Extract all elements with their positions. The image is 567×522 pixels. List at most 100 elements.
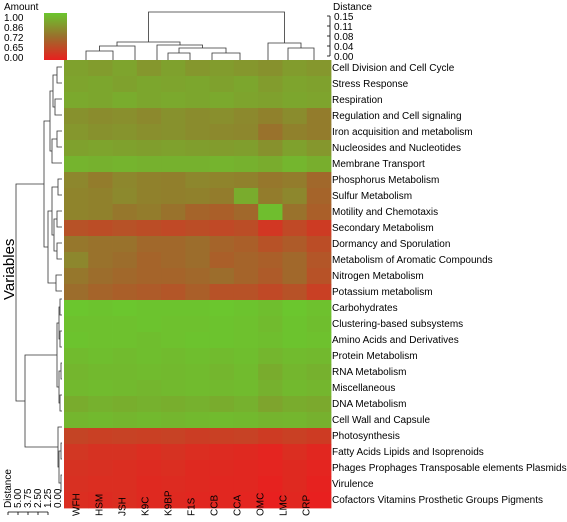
heatmap-cell: [136, 412, 162, 429]
heatmap-cell: [185, 236, 211, 253]
heatmap-cell: [258, 316, 283, 333]
heatmap-cell: [88, 188, 113, 205]
heatmap-cell: [185, 204, 211, 221]
heatmap-cell: [161, 156, 186, 173]
heatmap-cell: [64, 188, 89, 205]
heatmap-cell: [258, 76, 283, 93]
heatmap-cell: [233, 332, 259, 349]
heatmap-cell: [306, 380, 332, 397]
heatmap-cell: [306, 172, 332, 189]
heatmap-cell: [136, 300, 162, 317]
amount-legend: Amount 1.00 0.86 0.72 0.65 0.00: [4, 2, 67, 64]
heatmap-cell: [161, 460, 186, 477]
heatmap-cell: [112, 300, 138, 317]
amount-legend-colorbar: [44, 13, 67, 60]
heatmap-cell: [209, 492, 235, 509]
heatmap-cell: [258, 428, 283, 445]
heatmap-cell: [185, 428, 211, 445]
heatmap-cell: [185, 444, 211, 461]
distance-left-tick: 3.75: [23, 488, 34, 508]
heatmap-cell: [64, 412, 89, 429]
heatmap-cell: [306, 268, 332, 285]
heatmap-cell: [112, 124, 138, 141]
heatmap-cell: [136, 204, 162, 221]
heatmap-cell: [258, 348, 283, 365]
heatmap-cell: [88, 156, 113, 173]
heatmap-cell: [112, 492, 138, 509]
heatmap-cell: [306, 108, 332, 125]
heatmap-cell: [185, 300, 211, 317]
heatmap-cell: [161, 108, 186, 125]
heatmap-cell: [282, 316, 308, 333]
heatmap-cell: [282, 108, 308, 125]
heatmap-cell: [209, 332, 235, 349]
heatmap-cell: [136, 348, 162, 365]
heatmap-cell: [88, 300, 113, 317]
heatmap-cell: [233, 268, 259, 285]
heatmap-cell: [233, 460, 259, 477]
heatmap-cell: [209, 380, 235, 397]
heatmap-cell: [88, 316, 113, 333]
heatmap-cell: [233, 428, 259, 445]
heatmap-cell: [112, 220, 138, 237]
heatmap-cell: [209, 300, 235, 317]
heatmap-cell: [282, 76, 308, 93]
heatmap-cell: [112, 252, 138, 269]
heatmap-cell: [64, 236, 89, 253]
heatmap-cell: [136, 476, 162, 493]
row-label: Carbohydrates: [332, 303, 398, 314]
heatmap-cell: [112, 92, 138, 109]
heatmap-cell: [282, 396, 308, 413]
heatmap-cell: [161, 316, 186, 333]
heatmap-cell: [161, 476, 186, 493]
heatmap-cell: [64, 380, 89, 397]
heatmap-cell: [64, 316, 89, 333]
heatmap-cell: [258, 204, 283, 221]
heatmap-cell: [185, 140, 211, 157]
heatmap-cell: [258, 332, 283, 349]
heatmap-cell: [209, 444, 235, 461]
row-label: Secondary Metabolism: [332, 223, 434, 234]
amount-tick: 0.72: [4, 33, 24, 44]
amount-tick: 0.00: [4, 53, 24, 64]
heatmap-cell: [88, 380, 113, 397]
heatmap-cell: [282, 236, 308, 253]
distance-legend-left: Distance 5.00 3.75 2.50 1.25 0.00: [3, 469, 64, 515]
heatmap-cell: [209, 252, 235, 269]
heatmap-cell: [64, 364, 89, 381]
heatmap-cell: [161, 124, 186, 141]
heatmap-cell: [64, 428, 89, 445]
heatmap-cells: [64, 60, 332, 509]
heatmap-cell: [233, 108, 259, 125]
row-label: Nucleosides and Nucleotides: [332, 143, 461, 154]
heatmap-cell: [306, 204, 332, 221]
heatmap-cell: [282, 252, 308, 269]
heatmap-cell: [112, 60, 138, 77]
heatmap-cell: [64, 252, 89, 269]
heatmap-cell: [88, 76, 113, 93]
distance-legend-left-title: Distance: [3, 469, 14, 508]
heatmap-cell: [136, 140, 162, 157]
heatmap-cell: [258, 92, 283, 109]
heatmap-cell: [64, 220, 89, 237]
row-label: Stress Response: [332, 79, 409, 90]
heatmap-cell: [161, 236, 186, 253]
heatmap-cell: [306, 124, 332, 141]
distance-left-tick: 5.00: [13, 488, 24, 508]
distance-top-tick: 0.11: [334, 22, 353, 33]
heatmap-cell: [306, 92, 332, 109]
heatmap-cell: [233, 252, 259, 269]
heatmap-cell: [258, 252, 283, 269]
heatmap-cell: [161, 252, 186, 269]
heatmap-cell: [64, 492, 89, 509]
row-label: Cell Wall and Capsule: [332, 415, 430, 426]
heatmap-cell: [233, 300, 259, 317]
heatmap-cell: [209, 460, 235, 477]
heatmap-cell: [64, 140, 89, 157]
heatmap-cell: [88, 252, 113, 269]
heatmap-cell: [185, 156, 211, 173]
heatmap-cell: [88, 124, 113, 141]
row-label: Miscellaneous: [332, 383, 395, 394]
heatmap-cell: [258, 380, 283, 397]
heatmap-cell: [161, 348, 186, 365]
